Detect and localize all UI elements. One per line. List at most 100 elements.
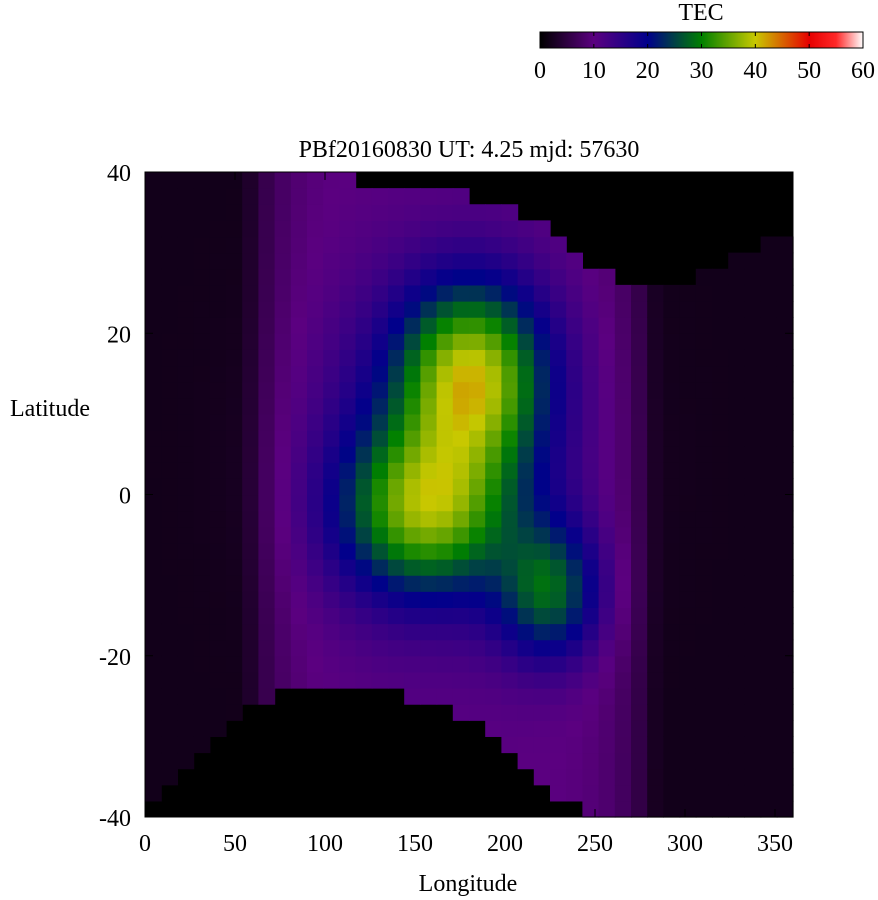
heatmap-cell — [177, 591, 195, 608]
heatmap-cell — [728, 413, 745, 431]
heatmap-cell — [744, 688, 762, 705]
heatmap-cell — [469, 688, 486, 705]
heatmap-cell — [614, 623, 632, 641]
heatmap-cell — [744, 800, 762, 818]
heatmap-cell — [566, 623, 583, 641]
heatmap-cell — [679, 736, 697, 754]
heatmap-cell — [145, 671, 162, 689]
heatmap-cell — [193, 704, 211, 721]
heatmap-cell — [566, 301, 583, 318]
heatmap-cell — [566, 736, 583, 754]
heatmap-cell — [161, 704, 178, 721]
colorbar-label: TEC — [678, 0, 723, 26]
heatmap-cell — [469, 623, 486, 641]
heatmap-cell — [679, 478, 697, 496]
heatmap-cell — [517, 704, 535, 721]
heatmap-cell — [436, 381, 454, 399]
heatmap-cell — [582, 623, 600, 641]
heatmap-cell — [598, 607, 616, 625]
heatmap-cell — [355, 413, 373, 431]
colorbar-tick-label: 50 — [797, 58, 821, 84]
heatmap-cell — [517, 220, 535, 238]
heatmap-cell — [274, 494, 292, 512]
heatmap-cell — [598, 575, 616, 592]
heatmap-cell — [145, 397, 162, 415]
heatmap-cell — [614, 349, 632, 367]
heatmap-cell — [177, 559, 195, 576]
heatmap-cell — [582, 720, 600, 737]
heatmap-cell — [307, 236, 324, 254]
heatmap-cell — [614, 575, 632, 592]
heatmap-cell — [436, 301, 454, 318]
heatmap-cell — [501, 736, 519, 754]
heatmap-cell — [388, 655, 405, 673]
heatmap-cell — [533, 591, 551, 608]
heatmap-cell — [274, 639, 292, 657]
heatmap-cell — [307, 204, 324, 221]
heatmap-cell — [663, 800, 681, 818]
heatmap-cell — [371, 268, 389, 286]
heatmap-cell — [631, 494, 648, 512]
heatmap-cell — [420, 430, 438, 447]
heatmap-cell — [452, 301, 470, 318]
heatmap-cell — [258, 446, 276, 463]
heatmap-cell — [307, 397, 324, 415]
heatmap-cell — [274, 188, 292, 205]
heatmap-cell — [501, 655, 519, 673]
heatmap-cell — [533, 268, 551, 286]
heatmap-cell — [744, 704, 762, 721]
heatmap-cell — [145, 172, 162, 189]
heatmap-cell — [517, 494, 535, 512]
heatmap-cell — [274, 268, 292, 286]
heatmap-cell — [614, 333, 632, 350]
heatmap-cell — [663, 591, 681, 608]
heatmap-cell — [323, 284, 340, 302]
heatmap-cell — [695, 333, 713, 350]
heatmap-cell — [145, 381, 162, 399]
heatmap-cell — [712, 526, 729, 544]
heatmap-cell — [647, 510, 664, 528]
heatmap-cell — [177, 333, 195, 350]
heatmap-cell — [744, 430, 762, 447]
heatmap-cell — [679, 494, 697, 512]
heatmap-cell — [307, 446, 324, 463]
heatmap-cell — [550, 768, 567, 786]
heatmap-cell — [436, 671, 454, 689]
heatmap-cell — [582, 494, 600, 512]
heatmap-cell — [582, 381, 600, 399]
heatmap-cell — [161, 301, 178, 318]
heatmap-cell — [566, 688, 583, 705]
heatmap-cell — [744, 510, 762, 528]
heatmap-cell — [598, 268, 616, 286]
heatmap-cell — [631, 688, 648, 705]
heatmap-cell — [550, 526, 567, 544]
heatmap-cell — [598, 704, 616, 721]
heatmap-cell — [712, 542, 729, 560]
heatmap-cell — [404, 317, 421, 334]
heatmap-cell — [679, 784, 697, 802]
heatmap-cell — [177, 284, 195, 302]
heatmap-cell — [728, 655, 745, 673]
heatmap-cell — [258, 430, 276, 447]
heatmap-cell — [712, 704, 729, 721]
heatmap-cell — [728, 268, 745, 286]
heatmap-cell — [598, 462, 616, 479]
heatmap-cell — [420, 317, 438, 334]
heatmap-cell — [193, 430, 211, 447]
heatmap-cell — [517, 446, 535, 463]
heatmap-cell — [145, 768, 162, 786]
heatmap-cell — [663, 768, 681, 786]
heatmap-cell — [550, 494, 567, 512]
heatmap-cell — [242, 688, 259, 705]
heatmap-cell — [290, 430, 308, 447]
heatmap-cell — [355, 236, 373, 254]
heatmap-cell — [485, 301, 502, 318]
heatmap-cell — [193, 510, 211, 528]
heatmap-cell — [226, 365, 243, 383]
heatmap-cell — [177, 317, 195, 334]
heatmap-cell — [420, 671, 438, 689]
heatmap-cell — [631, 720, 648, 737]
heatmap-cell — [728, 478, 745, 496]
heatmap-cell — [776, 688, 794, 705]
heatmap-cell — [728, 784, 745, 802]
